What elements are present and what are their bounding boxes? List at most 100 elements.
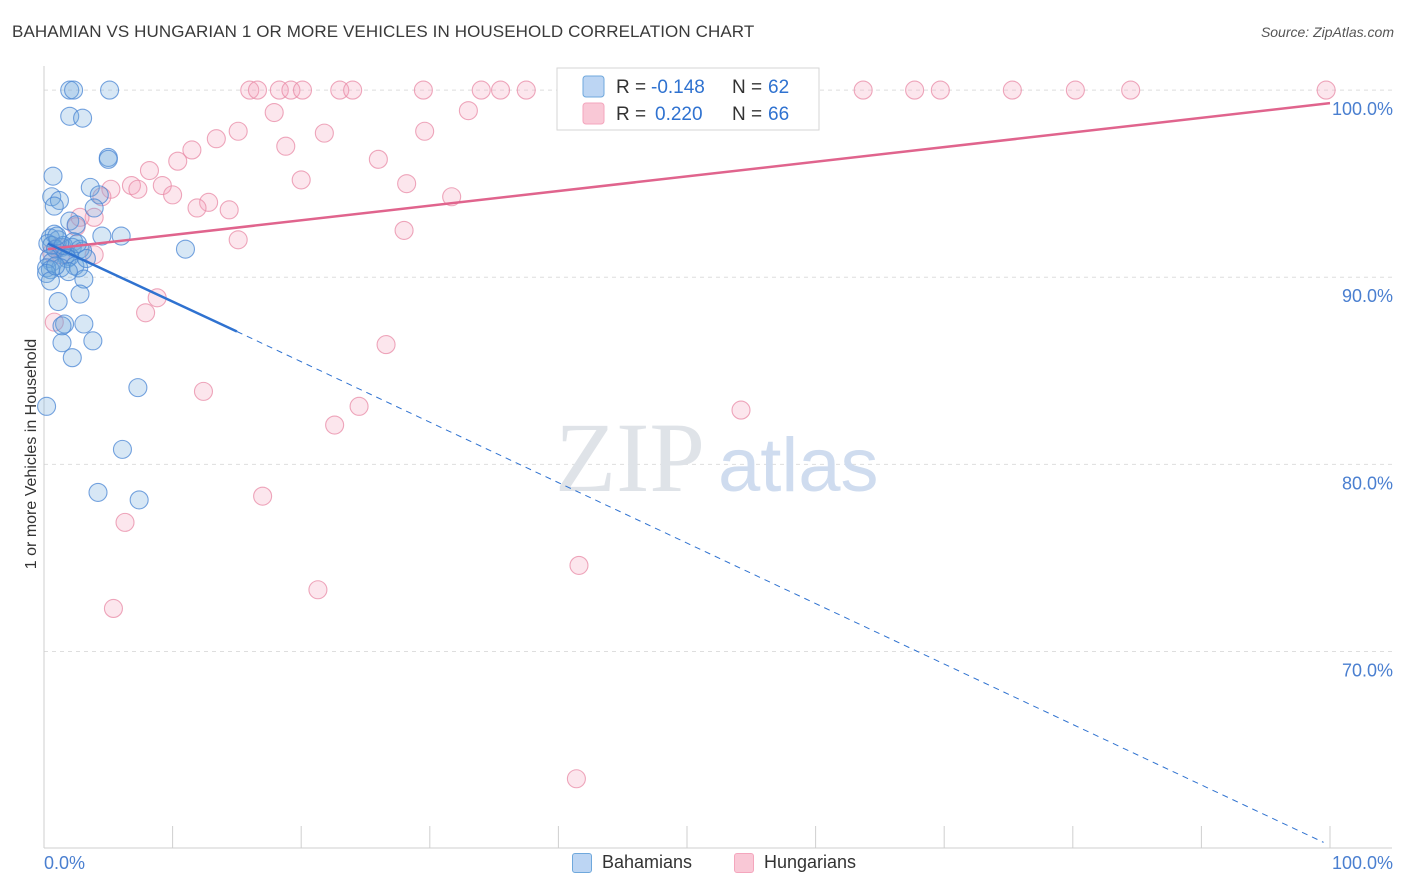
gridlines xyxy=(44,89,1392,652)
point-hungarian xyxy=(228,121,248,141)
legend-item-hungarians[interactable]: Hungarians xyxy=(734,852,856,873)
point-hungarian xyxy=(442,187,462,207)
point-hungarian xyxy=(376,335,396,355)
point-hungarian xyxy=(731,400,751,420)
point-hungarian xyxy=(136,303,156,323)
point-bahamian xyxy=(83,331,103,351)
y-tick-label: 80.0% xyxy=(1342,473,1393,493)
point-hungarian xyxy=(394,220,414,240)
point-hungarian xyxy=(115,512,135,532)
point-hungarian xyxy=(397,174,417,194)
legend-swatch-hungarians xyxy=(734,852,754,873)
point-hungarian xyxy=(930,80,950,100)
point-bahamian xyxy=(70,284,90,304)
point-bahamian xyxy=(74,314,94,334)
point-bahamian xyxy=(73,108,93,128)
legend-n-value-bahamians: 62 xyxy=(768,77,789,98)
point-hungarian xyxy=(193,381,214,401)
x-tick-label-max: 100.0% xyxy=(1332,853,1393,873)
point-hungarian xyxy=(269,80,289,100)
point-hungarian xyxy=(139,160,160,181)
watermark-zip: ZIP xyxy=(555,402,705,513)
point-hungarian xyxy=(103,598,123,619)
trend-line-bahamians-extrapolated xyxy=(236,331,1324,843)
legend-swatch-bahamians xyxy=(582,75,605,98)
trend-lines xyxy=(47,101,1331,843)
point-hungarian xyxy=(349,396,369,416)
point-hungarian xyxy=(1121,80,1141,100)
point-bahamian xyxy=(40,271,60,291)
point-bahamian xyxy=(48,291,68,312)
point-hungarian xyxy=(308,580,328,600)
point-hungarian xyxy=(199,192,219,212)
point-bahamian xyxy=(52,316,72,336)
point-hungarian xyxy=(490,80,511,100)
watermark-atlas: atlas xyxy=(718,423,879,508)
point-bahamian xyxy=(49,190,69,211)
legend-box: R = -0.148 N = 62 R = 0.220 N = 66 xyxy=(556,67,820,131)
legend-swatch-bahamians xyxy=(572,852,592,873)
x-axis xyxy=(43,66,1392,849)
legend-r-value-bahamians: -0.148 xyxy=(651,77,705,98)
y-tick-label: 70.0% xyxy=(1342,661,1393,681)
point-hungarian xyxy=(853,80,873,100)
point-bahamian xyxy=(42,252,62,272)
point-bahamian xyxy=(100,80,120,100)
legend-r-label: R = xyxy=(616,77,646,98)
point-hungarian xyxy=(276,136,296,156)
point-hungarian xyxy=(240,80,260,100)
legend-item-bahamians[interactable]: Bahamians xyxy=(572,852,692,873)
point-bahamian xyxy=(62,348,82,368)
point-hungarian xyxy=(516,80,536,100)
point-hungarian xyxy=(168,151,188,171)
point-hungarian xyxy=(569,555,589,575)
legend-swatch-hungarians xyxy=(582,102,605,125)
point-bahamian xyxy=(92,226,112,246)
point-bahamian xyxy=(60,211,80,231)
point-bahamian xyxy=(128,378,148,398)
point-bahamian xyxy=(66,215,86,235)
point-hungarian xyxy=(458,101,478,121)
point-hungarian xyxy=(343,80,363,100)
point-hungarian xyxy=(1002,80,1022,100)
point-bahamian xyxy=(112,439,132,459)
point-hungarian xyxy=(566,769,586,789)
legend-n-label: N = xyxy=(732,77,762,98)
point-bahamian xyxy=(98,149,118,169)
point-hungarian xyxy=(163,185,183,205)
point-bahamian xyxy=(175,239,196,259)
point-hungarian xyxy=(128,179,148,199)
point-bahamian xyxy=(88,482,108,502)
point-hungarian xyxy=(247,80,268,100)
y-tick-label: 90.0% xyxy=(1342,286,1393,306)
legend-n-value-hungarians: 66 xyxy=(768,104,789,125)
point-hungarian xyxy=(368,149,388,169)
point-hungarian xyxy=(264,102,284,123)
legend-r-label: R = xyxy=(616,104,646,125)
point-hungarian xyxy=(415,121,435,141)
point-hungarian xyxy=(292,80,313,100)
tick-labels: 70.0% 80.0% 90.0% 100.0% 0.0% 100.0% xyxy=(44,99,1393,873)
points-bahamians xyxy=(37,80,196,510)
point-hungarian xyxy=(314,123,334,143)
legend-bottom: Bahamians Hungarians xyxy=(0,852,1406,876)
point-hungarian xyxy=(413,80,433,100)
point-hungarian xyxy=(1316,80,1336,100)
point-bahamian xyxy=(52,333,72,353)
point-hungarian xyxy=(187,198,207,218)
point-bahamian xyxy=(84,198,104,218)
source-label: Source: ZipAtlas.com xyxy=(1260,24,1394,40)
point-bahamian xyxy=(64,80,84,100)
legend-n-label: N = xyxy=(732,104,762,125)
point-bahamian xyxy=(43,166,63,186)
chart-title: BAHAMIAN VS HUNGARIAN 1 OR MORE VEHICLES… xyxy=(12,22,755,41)
point-hungarian xyxy=(206,129,226,149)
point-hungarian xyxy=(281,80,301,100)
legend-r-value-hungarians: 0.220 xyxy=(655,104,703,125)
point-hungarian xyxy=(325,415,345,435)
point-bahamian xyxy=(44,196,64,216)
point-hungarian xyxy=(905,80,925,100)
point-hungarian xyxy=(1065,80,1085,100)
point-bahamian xyxy=(129,490,149,510)
